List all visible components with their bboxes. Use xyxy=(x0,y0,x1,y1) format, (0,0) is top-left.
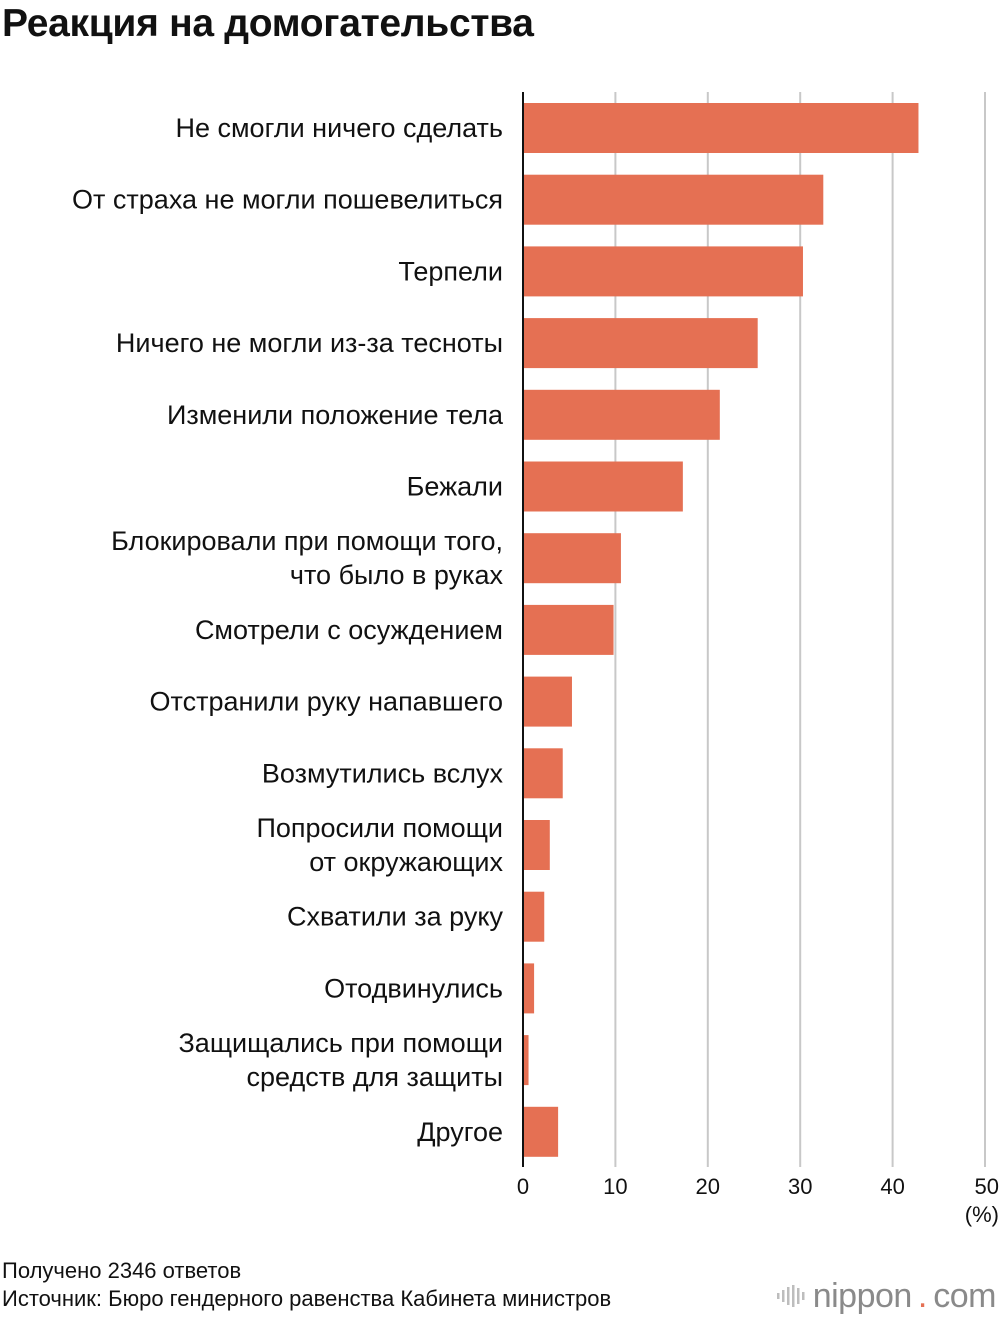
logo-name: nippon xyxy=(812,1276,913,1315)
bar-chart: Не смогли ничего сделать От страха не мог… xyxy=(72,92,999,1227)
category-label-line: Терпели xyxy=(398,256,503,286)
category-label-0: Не смогли ничего сделать xyxy=(175,113,503,143)
category-label-12: Отодвинулись xyxy=(324,973,503,1003)
bar-5 xyxy=(523,461,683,512)
category-label-11: Схватили за руку xyxy=(287,902,503,932)
bar-6 xyxy=(523,533,621,584)
bar-11 xyxy=(523,891,545,942)
x-tick-label-1: 10 xyxy=(603,1174,627,1199)
bar-10 xyxy=(523,820,550,870)
bar-8 xyxy=(523,676,572,727)
category-label-3: Ничего не могли из-за тесноты xyxy=(116,328,503,358)
bar-4 xyxy=(523,389,720,440)
category-label-line: от окружающих xyxy=(309,847,503,877)
bar-14 xyxy=(523,1106,559,1157)
category-label-2: Терпели xyxy=(398,256,503,286)
category-label-8: Отстранили руку напавшего xyxy=(150,687,503,717)
logo-bars-icon xyxy=(776,1285,805,1307)
bar-9 xyxy=(523,748,563,799)
category-label-14: Другое xyxy=(417,1117,503,1147)
x-axis-ticks: 0 10 20 30 40 50 xyxy=(517,1174,999,1199)
category-label-line: Ничего не могли из-за тесноты xyxy=(116,328,503,358)
x-axis-unit-label: (%) xyxy=(965,1202,999,1227)
category-label-line: средств для защиты xyxy=(247,1062,504,1092)
category-label-line: Попросили помощи xyxy=(256,813,503,843)
logo-tld: com xyxy=(933,1276,996,1315)
nippon-logo[interactable]: nippon . com xyxy=(776,1276,996,1316)
x-tick-label-4: 40 xyxy=(880,1174,904,1199)
category-label-4: Изменили положение тела xyxy=(167,400,504,430)
category-label-line: Блокировали при помощи того, xyxy=(111,526,503,556)
category-label-line: Бежали xyxy=(407,472,503,502)
bars xyxy=(523,103,919,1157)
bar-0 xyxy=(523,103,919,153)
category-label-13: Защищались при помощи средств для защиты xyxy=(179,1028,504,1092)
category-label-line: Смотрели с осуждением xyxy=(195,615,503,645)
category-label-line: Схватили за руку xyxy=(287,902,503,932)
x-tick-label-0: 0 xyxy=(517,1174,529,1199)
category-label-6: Блокировали при помощи того, что было в р… xyxy=(111,526,503,590)
bar-13 xyxy=(523,1035,529,1086)
category-label-1: От страха не могли пошевелиться xyxy=(72,185,503,215)
chart-title: Реакция на домогательства xyxy=(2,2,534,45)
bar-12 xyxy=(523,963,535,1014)
category-label-line: Отодвинулись xyxy=(324,973,503,1003)
category-label-line: Не смогли ничего сделать xyxy=(175,113,503,143)
category-label-7: Смотрели с осуждением xyxy=(195,615,503,645)
x-tick-label-3: 30 xyxy=(788,1174,812,1199)
category-labels: Не смогли ничего сделать От страха не мог… xyxy=(72,113,504,1147)
logo-dot: . xyxy=(917,1276,928,1315)
bar-1 xyxy=(523,174,824,225)
category-label-line: Изменили положение тела xyxy=(167,400,504,430)
category-label-line: Другое xyxy=(417,1117,503,1147)
footnote-source: Источник: Бюро гендерного равенства Каби… xyxy=(2,1286,612,1311)
bar-7 xyxy=(523,604,614,655)
category-label-line: Отстранили руку напавшего xyxy=(150,687,503,717)
bar-3 xyxy=(523,318,758,369)
bar-2 xyxy=(523,246,803,297)
category-label-line: Защищались при помощи xyxy=(179,1028,504,1058)
category-label-line: От страха не могли пошевелиться xyxy=(72,185,503,215)
x-tick-label-5: 50 xyxy=(975,1174,999,1199)
category-label-5: Бежали xyxy=(407,472,503,502)
category-label-9: Возмутились вслух xyxy=(262,758,504,788)
category-label-line: что было в руках xyxy=(290,560,504,590)
footnote-responses: Получено 2346 ответов xyxy=(2,1258,242,1283)
category-label-line: Возмутились вслух xyxy=(262,758,504,788)
x-tick-label-2: 20 xyxy=(696,1174,720,1199)
category-label-10: Попросили помощи от окружающих xyxy=(256,813,503,877)
